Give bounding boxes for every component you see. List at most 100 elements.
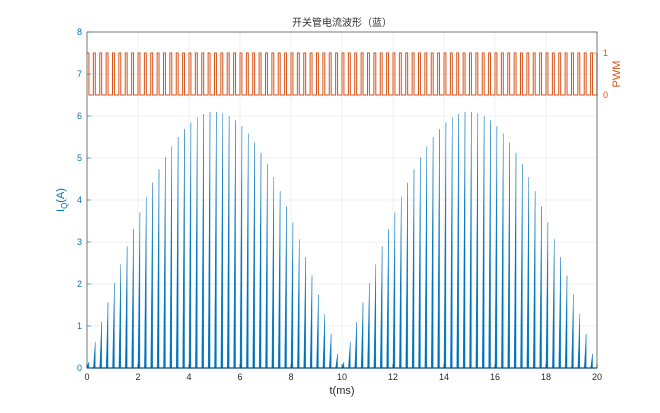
current-pulse (577, 314, 580, 369)
pwm-line (87, 52, 598, 96)
y-left-tick-label: 3 (77, 237, 82, 247)
current-pulse (233, 120, 236, 369)
y-left-label-sub: Q (60, 203, 69, 209)
y-right-tick-label: 0 (603, 90, 608, 100)
current-pulse (246, 133, 249, 369)
current-pulse (131, 229, 134, 369)
y-right-ticks: 01 (593, 48, 608, 100)
current-pulse (386, 229, 389, 369)
y-left-ticks: 0 1 2 3 4 5 6 7 8 (77, 27, 91, 373)
x-tick-label: 16 (490, 372, 500, 382)
current-pulse (252, 142, 255, 369)
y-left-tick-label: 5 (77, 153, 82, 163)
current-pulse (297, 239, 300, 369)
y-left-tick-label: 6 (77, 111, 82, 121)
current-pulse (354, 321, 357, 369)
current-pulse (118, 264, 121, 369)
current-pulse (431, 137, 434, 369)
y-left-tick-label: 1 (77, 321, 82, 331)
current-pulse (322, 314, 325, 369)
current-pulse (316, 294, 319, 369)
current-pulse (526, 177, 529, 369)
x-tick-label: 12 (388, 372, 398, 382)
current-pulse (399, 197, 402, 369)
current-pulse (571, 294, 574, 369)
current-pulse (309, 275, 313, 369)
pwm-series (87, 52, 598, 96)
y-left-tick-label: 8 (77, 27, 82, 37)
current-pulse (424, 146, 427, 369)
current-pulse (271, 177, 274, 369)
current-pulse (380, 246, 383, 369)
current-pulse (150, 182, 153, 369)
current-pulse (93, 341, 96, 369)
y-left-label-main: I (55, 209, 67, 212)
y-left-label-unit: (A) (55, 188, 67, 203)
current-pulse (163, 157, 166, 369)
y-right-tick-label: 1 (603, 48, 608, 58)
chart-title: 开关管电流波形（蓝） (292, 16, 392, 29)
x-ticks: 0 2 4 6 8 10 12 14 16 18 20 (84, 364, 602, 382)
current-pulse (201, 114, 204, 369)
y-left-tick-label: 0 (77, 363, 82, 373)
current-pulse (533, 191, 536, 369)
current-pulse (405, 182, 408, 369)
x-tick-label: 2 (135, 372, 140, 382)
y-left-tick-label: 7 (77, 69, 82, 79)
current-pulse (195, 117, 198, 369)
current-pulse (303, 257, 306, 369)
current-pulse (169, 146, 172, 369)
current-pulse (488, 120, 491, 369)
current-pulse (99, 321, 102, 369)
current-pulse (258, 152, 262, 369)
current-pulse (284, 206, 287, 369)
x-tick-label: 10 (337, 372, 347, 382)
current-pulse (265, 164, 268, 369)
current-pulse (329, 333, 332, 369)
current-pulse (418, 157, 421, 369)
current-pulse (411, 169, 415, 369)
current-pulse (552, 239, 555, 369)
current-series (86, 111, 597, 369)
y-right-axis-label: PWM (611, 61, 623, 88)
x-tick-label: 6 (237, 372, 242, 382)
current-pulse (558, 257, 561, 369)
x-tick-label: 0 (84, 372, 89, 382)
current-pulse (437, 129, 440, 369)
current-pulse (207, 112, 211, 369)
current-pulse (469, 111, 472, 369)
current-pulse (112, 283, 115, 369)
current-pulse (507, 142, 510, 369)
current-pulse (125, 246, 128, 369)
y-left-tick-label: 2 (77, 279, 82, 289)
current-pulse (373, 264, 376, 369)
current-pulse (220, 113, 223, 369)
x-tick-label: 8 (288, 372, 293, 382)
x-axis-label: t(ms) (329, 385, 354, 397)
y-left-axis-label: IQ(A) (55, 188, 69, 212)
current-pulse (176, 137, 179, 369)
current-pulse (105, 302, 109, 369)
current-pulse (278, 191, 281, 369)
current-pulse (475, 113, 478, 369)
current-pulse (584, 333, 587, 369)
x-tick-label: 4 (186, 372, 191, 382)
current-pulse (182, 129, 185, 369)
current-pulse (367, 283, 370, 369)
current-pulse (456, 114, 459, 369)
current-pulse (450, 117, 453, 369)
x-tick-label: 18 (541, 372, 551, 382)
current-pulse (520, 164, 523, 369)
current-pulse (564, 275, 568, 369)
x-tick-label: 14 (439, 372, 449, 382)
current-pulse (501, 133, 504, 369)
current-pulse (513, 152, 517, 369)
current-pulse (348, 341, 351, 369)
y-left-tick-label: 4 (77, 195, 82, 205)
current-pulse (539, 206, 542, 369)
current-pulse (335, 353, 338, 369)
current-pulse (144, 197, 147, 369)
current-pulse (462, 112, 466, 369)
current-pulse (360, 302, 364, 369)
